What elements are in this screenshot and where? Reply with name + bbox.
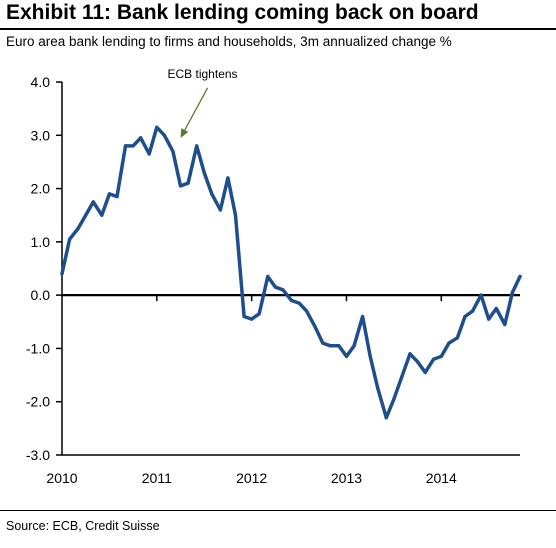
data-point: [139, 136, 143, 140]
data-point: [305, 309, 309, 313]
data-point: [107, 192, 111, 196]
source-note: Source: ECB, Credit Suisse: [6, 519, 160, 533]
data-point: [226, 176, 230, 180]
data-point: [399, 376, 404, 380]
data-point: [352, 344, 356, 348]
data-point: [242, 314, 246, 319]
annotation-label: ECB tightens: [168, 67, 238, 81]
data-point: [416, 360, 420, 364]
data-point: [368, 354, 372, 358]
data-point: [463, 314, 467, 319]
y-tick-label: 4.0: [31, 74, 51, 90]
data-point: [432, 357, 436, 361]
data-point: [155, 125, 159, 129]
data-point: [337, 344, 341, 348]
x-tick-label: 2013: [331, 470, 362, 486]
annotation-arrow: [184, 87, 209, 131]
series-points: [60, 125, 522, 420]
data-point: [162, 133, 166, 137]
data-point: [321, 341, 325, 345]
data-point: [171, 149, 175, 153]
y-tick-label: -2.0: [26, 394, 50, 410]
data-point: [289, 298, 294, 303]
data-point: [313, 325, 317, 329]
data-point: [384, 416, 388, 420]
data-point: [131, 144, 135, 148]
data-point: [76, 226, 80, 231]
data-point: [518, 274, 522, 279]
data-point: [510, 290, 514, 295]
data-point: [100, 213, 104, 217]
y-tick-label: -1.0: [26, 340, 50, 356]
x-tick-label: 2014: [426, 470, 457, 486]
data-point: [487, 317, 491, 321]
data-point: [455, 336, 459, 340]
data-point: [392, 397, 396, 401]
x-tick-label: 2011: [142, 470, 172, 486]
title-underline: [0, 28, 556, 30]
x-tick-label: 2010: [46, 470, 77, 486]
chart-subtitle: Euro area bank lending to firms and hous…: [6, 34, 452, 49]
data-point: [447, 341, 451, 345]
data-point: [250, 317, 254, 321]
data-point: [202, 171, 206, 175]
data-point: [147, 152, 151, 156]
y-tick-label: 1.0: [31, 234, 51, 250]
series-line: [60, 125, 522, 420]
data-point: [68, 237, 72, 241]
footer-rule: [0, 510, 556, 511]
data-point: [494, 306, 498, 311]
y-tick-label: 0.0: [31, 287, 51, 303]
data-point: [123, 144, 128, 148]
data-point: [376, 386, 380, 390]
data-point: [266, 274, 270, 279]
data-point: [361, 314, 365, 319]
data-point: [178, 184, 183, 188]
y-axis-ticks: [56, 81, 62, 456]
data-point: [84, 213, 88, 217]
data-point: [503, 322, 507, 327]
x-tick-label: 2012: [236, 470, 267, 486]
data-point: [218, 208, 222, 212]
data-point: [60, 272, 64, 276]
data-point: [297, 301, 301, 305]
data-point: [344, 354, 349, 358]
data-point: [257, 312, 261, 316]
data-point: [273, 285, 277, 289]
data-point: [210, 192, 214, 196]
annotation-arrowhead: [180, 128, 189, 138]
data-point: [91, 200, 95, 204]
data-point: [423, 370, 427, 374]
data-point: [479, 293, 483, 297]
data-point: [115, 195, 119, 199]
data-point: [439, 354, 443, 358]
y-tick-label: -3.0: [26, 447, 50, 463]
data-point: [328, 344, 332, 348]
y-tick-label: 2.0: [31, 181, 51, 197]
y-axis-labels: 4.0 3.0 2.0 1.0 0.0 -1.0 -2.0 -3.0: [26, 74, 50, 463]
data-point: [408, 352, 412, 356]
data-point: [471, 309, 475, 313]
data-point: [195, 144, 199, 148]
y-tick-label: 3.0: [31, 127, 51, 143]
data-point: [233, 213, 238, 217]
x-axis-labels: 2010 2011 2012 2013 2014: [46, 470, 457, 486]
data-point: [186, 181, 190, 185]
chart-title: Exhibit 11: Bank lending coming back on …: [6, 1, 479, 24]
data-point: [281, 288, 285, 292]
